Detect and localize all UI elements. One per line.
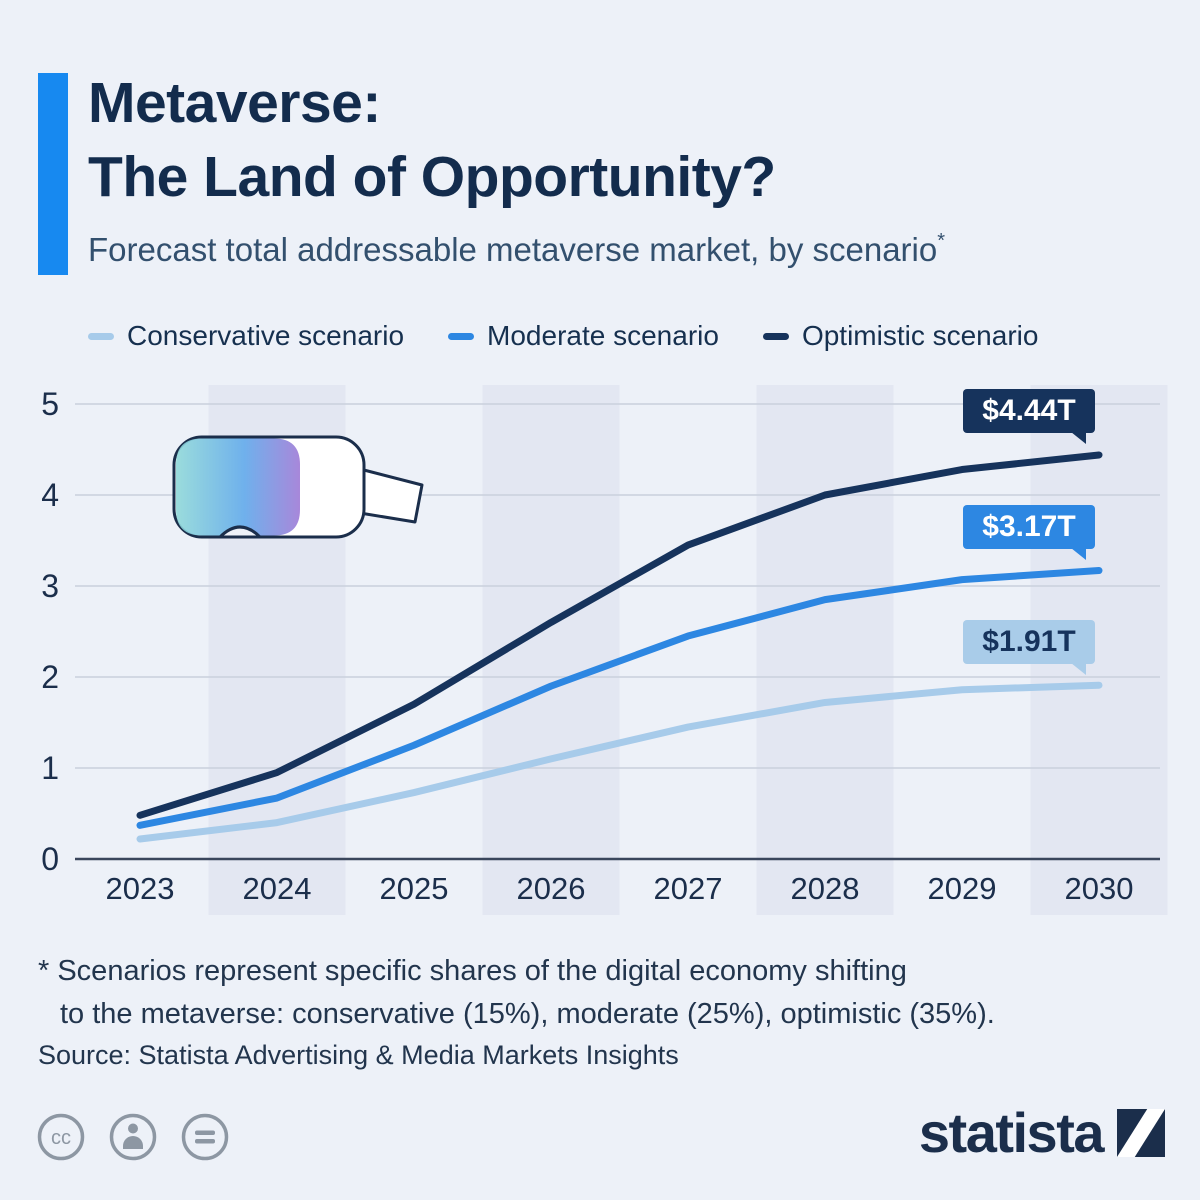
footnote: * Scenarios represent specific shares of… — [38, 950, 995, 1036]
y-tick-1: 1 — [41, 750, 59, 786]
legend-label-conservative: Conservative scenario — [127, 320, 405, 351]
series-line-optimistic — [136, 451, 1103, 819]
vr-lens-panel — [176, 438, 300, 536]
title-accent-bar — [38, 73, 68, 275]
x-tick-2029: 2029 — [928, 871, 997, 906]
page-subtitle: Forecast total addressable metaverse mar… — [88, 230, 945, 269]
page-title-line1: Metaverse: — [88, 71, 381, 135]
value-badge-moderate: $3.17T — [963, 505, 1095, 560]
legend-label-moderate: Moderate scenario — [487, 320, 719, 351]
value-badge-optimistic: $4.44T — [963, 389, 1095, 444]
x-tick-2025: 2025 — [380, 871, 449, 906]
license-icons: cc — [36, 1112, 230, 1162]
x-tick-2030: 2030 — [1065, 871, 1134, 906]
legend-marker-conservative — [88, 332, 114, 340]
legend-marker-moderate — [448, 332, 475, 340]
series-line-moderate — [136, 567, 1103, 829]
y-tick-0: 0 — [41, 841, 59, 877]
header: Metaverse: The Land of Opportunity? Fore… — [88, 66, 945, 269]
legend-item-optimistic: Optimistic scenario — [762, 320, 1039, 352]
page-title-line2: The Land of Opportunity? — [88, 145, 776, 209]
no-derivatives-icon — [181, 1113, 229, 1161]
footnote-line2: to the metaverse: conservative (15%), mo… — [60, 998, 995, 1030]
x-tick-2028: 2028 — [791, 871, 860, 906]
legend-item-conservative: Conservative scenario — [88, 320, 404, 352]
subtitle-text: Forecast total addressable metaverse mar… — [88, 231, 938, 268]
footnote-line1: * Scenarios represent specific shares of… — [38, 955, 907, 987]
x-tick-2024: 2024 — [243, 871, 312, 906]
year-stripe-2028 — [756, 385, 894, 915]
svg-text:cc: cc — [51, 1127, 71, 1149]
statista-wordmark: statista — [918, 1101, 1105, 1164]
source-line: Source: Statista Advertising & Media Mar… — [38, 1040, 679, 1070]
value-badge-conservative: $1.91T — [963, 620, 1095, 675]
y-tick-5: 5 — [41, 386, 59, 422]
vr-strap — [358, 467, 424, 524]
vr-headset-illustration — [172, 435, 424, 539]
x-tick-2027: 2027 — [654, 871, 723, 906]
attribution-person-icon — [109, 1113, 157, 1161]
x-tick-2026: 2026 — [517, 871, 586, 906]
statista-logo-mark-icon — [1117, 1108, 1165, 1157]
series-line-conservative — [136, 681, 1103, 843]
y-tick-2: 2 — [41, 659, 59, 695]
chart-legend: Conservative scenario Moderate scenario … — [88, 320, 1038, 352]
cc-icon: cc — [37, 1113, 85, 1161]
y-tick-4: 4 — [41, 477, 59, 513]
statista-logo: statista — [919, 1100, 1165, 1165]
vr-nose-notch — [218, 525, 262, 539]
x-tick-2023: 2023 — [106, 871, 175, 906]
legend-label-optimistic: Optimistic scenario — [801, 320, 1039, 351]
legend-item-moderate: Moderate scenario — [448, 320, 719, 352]
legend-marker-optimistic — [762, 332, 789, 340]
footnote-marker: * — [937, 230, 946, 252]
y-tick-3: 3 — [41, 568, 59, 604]
